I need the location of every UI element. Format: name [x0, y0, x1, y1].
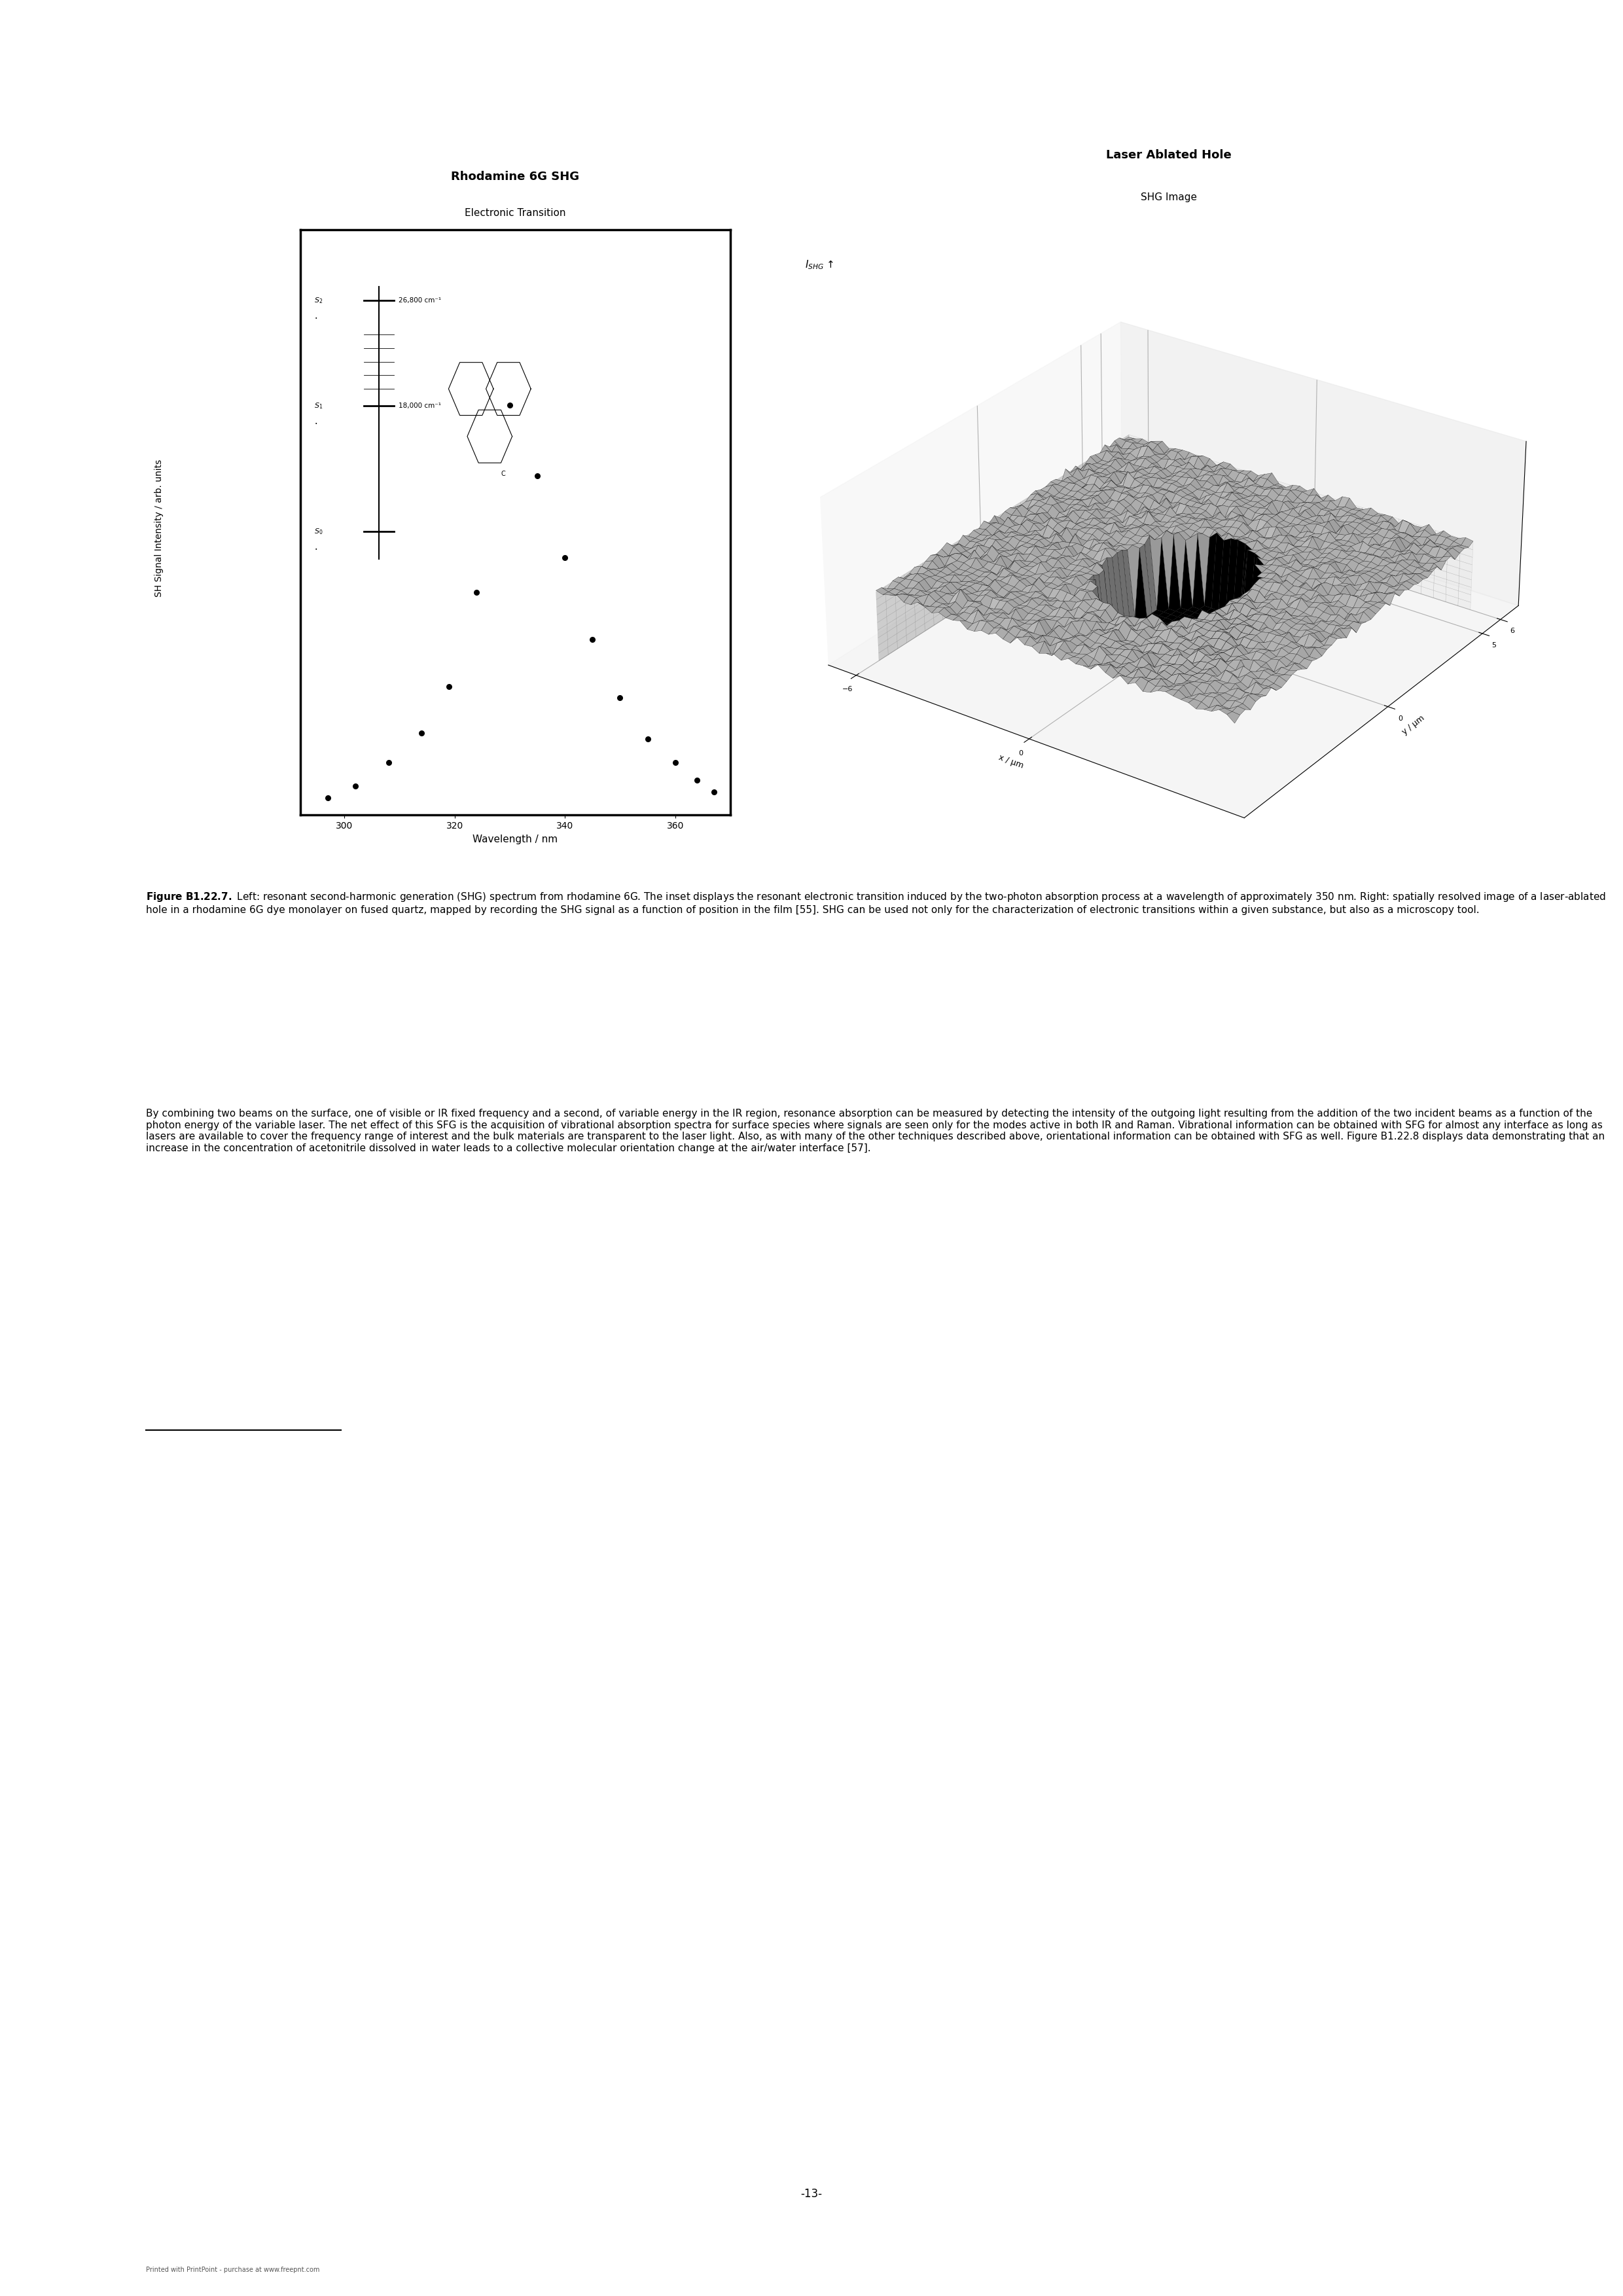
Text: Laser Ablated Hole: Laser Ablated Hole	[1105, 149, 1232, 161]
Point	[342, 767, 368, 804]
Point	[437, 668, 463, 705]
Text: By combining two beams on the surface, one of visible or IR fixed frequency and : By combining two beams on the surface, o…	[146, 1109, 1605, 1153]
Text: SHG Image: SHG Image	[1141, 193, 1196, 202]
Point	[685, 762, 711, 799]
Text: Electronic Transition: Electronic Transition	[464, 209, 566, 218]
Point	[552, 540, 578, 576]
Point	[524, 457, 550, 494]
Y-axis label: y / μm: y / μm	[1401, 714, 1427, 737]
Point	[464, 574, 490, 611]
X-axis label: Wavelength / nm: Wavelength / nm	[472, 833, 558, 845]
Text: $\mathbf{Figure\ B1.22.7.}$ Left: resonant second-harmonic generation (SHG) spec: $\mathbf{Figure\ B1.22.7.}$ Left: resona…	[146, 891, 1607, 914]
Text: Rhodamine 6G SHG: Rhodamine 6G SHG	[451, 170, 579, 184]
Point	[579, 620, 605, 657]
Point	[635, 721, 661, 758]
Point	[607, 680, 633, 716]
Text: Printed with PrintPoint - purchase at www.freepnt.com: Printed with PrintPoint - purchase at ww…	[146, 2266, 320, 2273]
Text: $I_{SHG}$ ↑: $I_{SHG}$ ↑	[805, 259, 834, 271]
Text: SH Signal Intensity / arb. units: SH Signal Intensity / arb. units	[154, 459, 164, 597]
Point	[315, 778, 341, 815]
Point	[662, 744, 688, 781]
Point	[409, 714, 435, 751]
Point	[701, 774, 727, 810]
Point	[497, 386, 523, 422]
X-axis label: x / μm: x / μm	[997, 753, 1024, 769]
Point	[375, 744, 401, 781]
Text: -13-: -13-	[800, 2188, 823, 2200]
